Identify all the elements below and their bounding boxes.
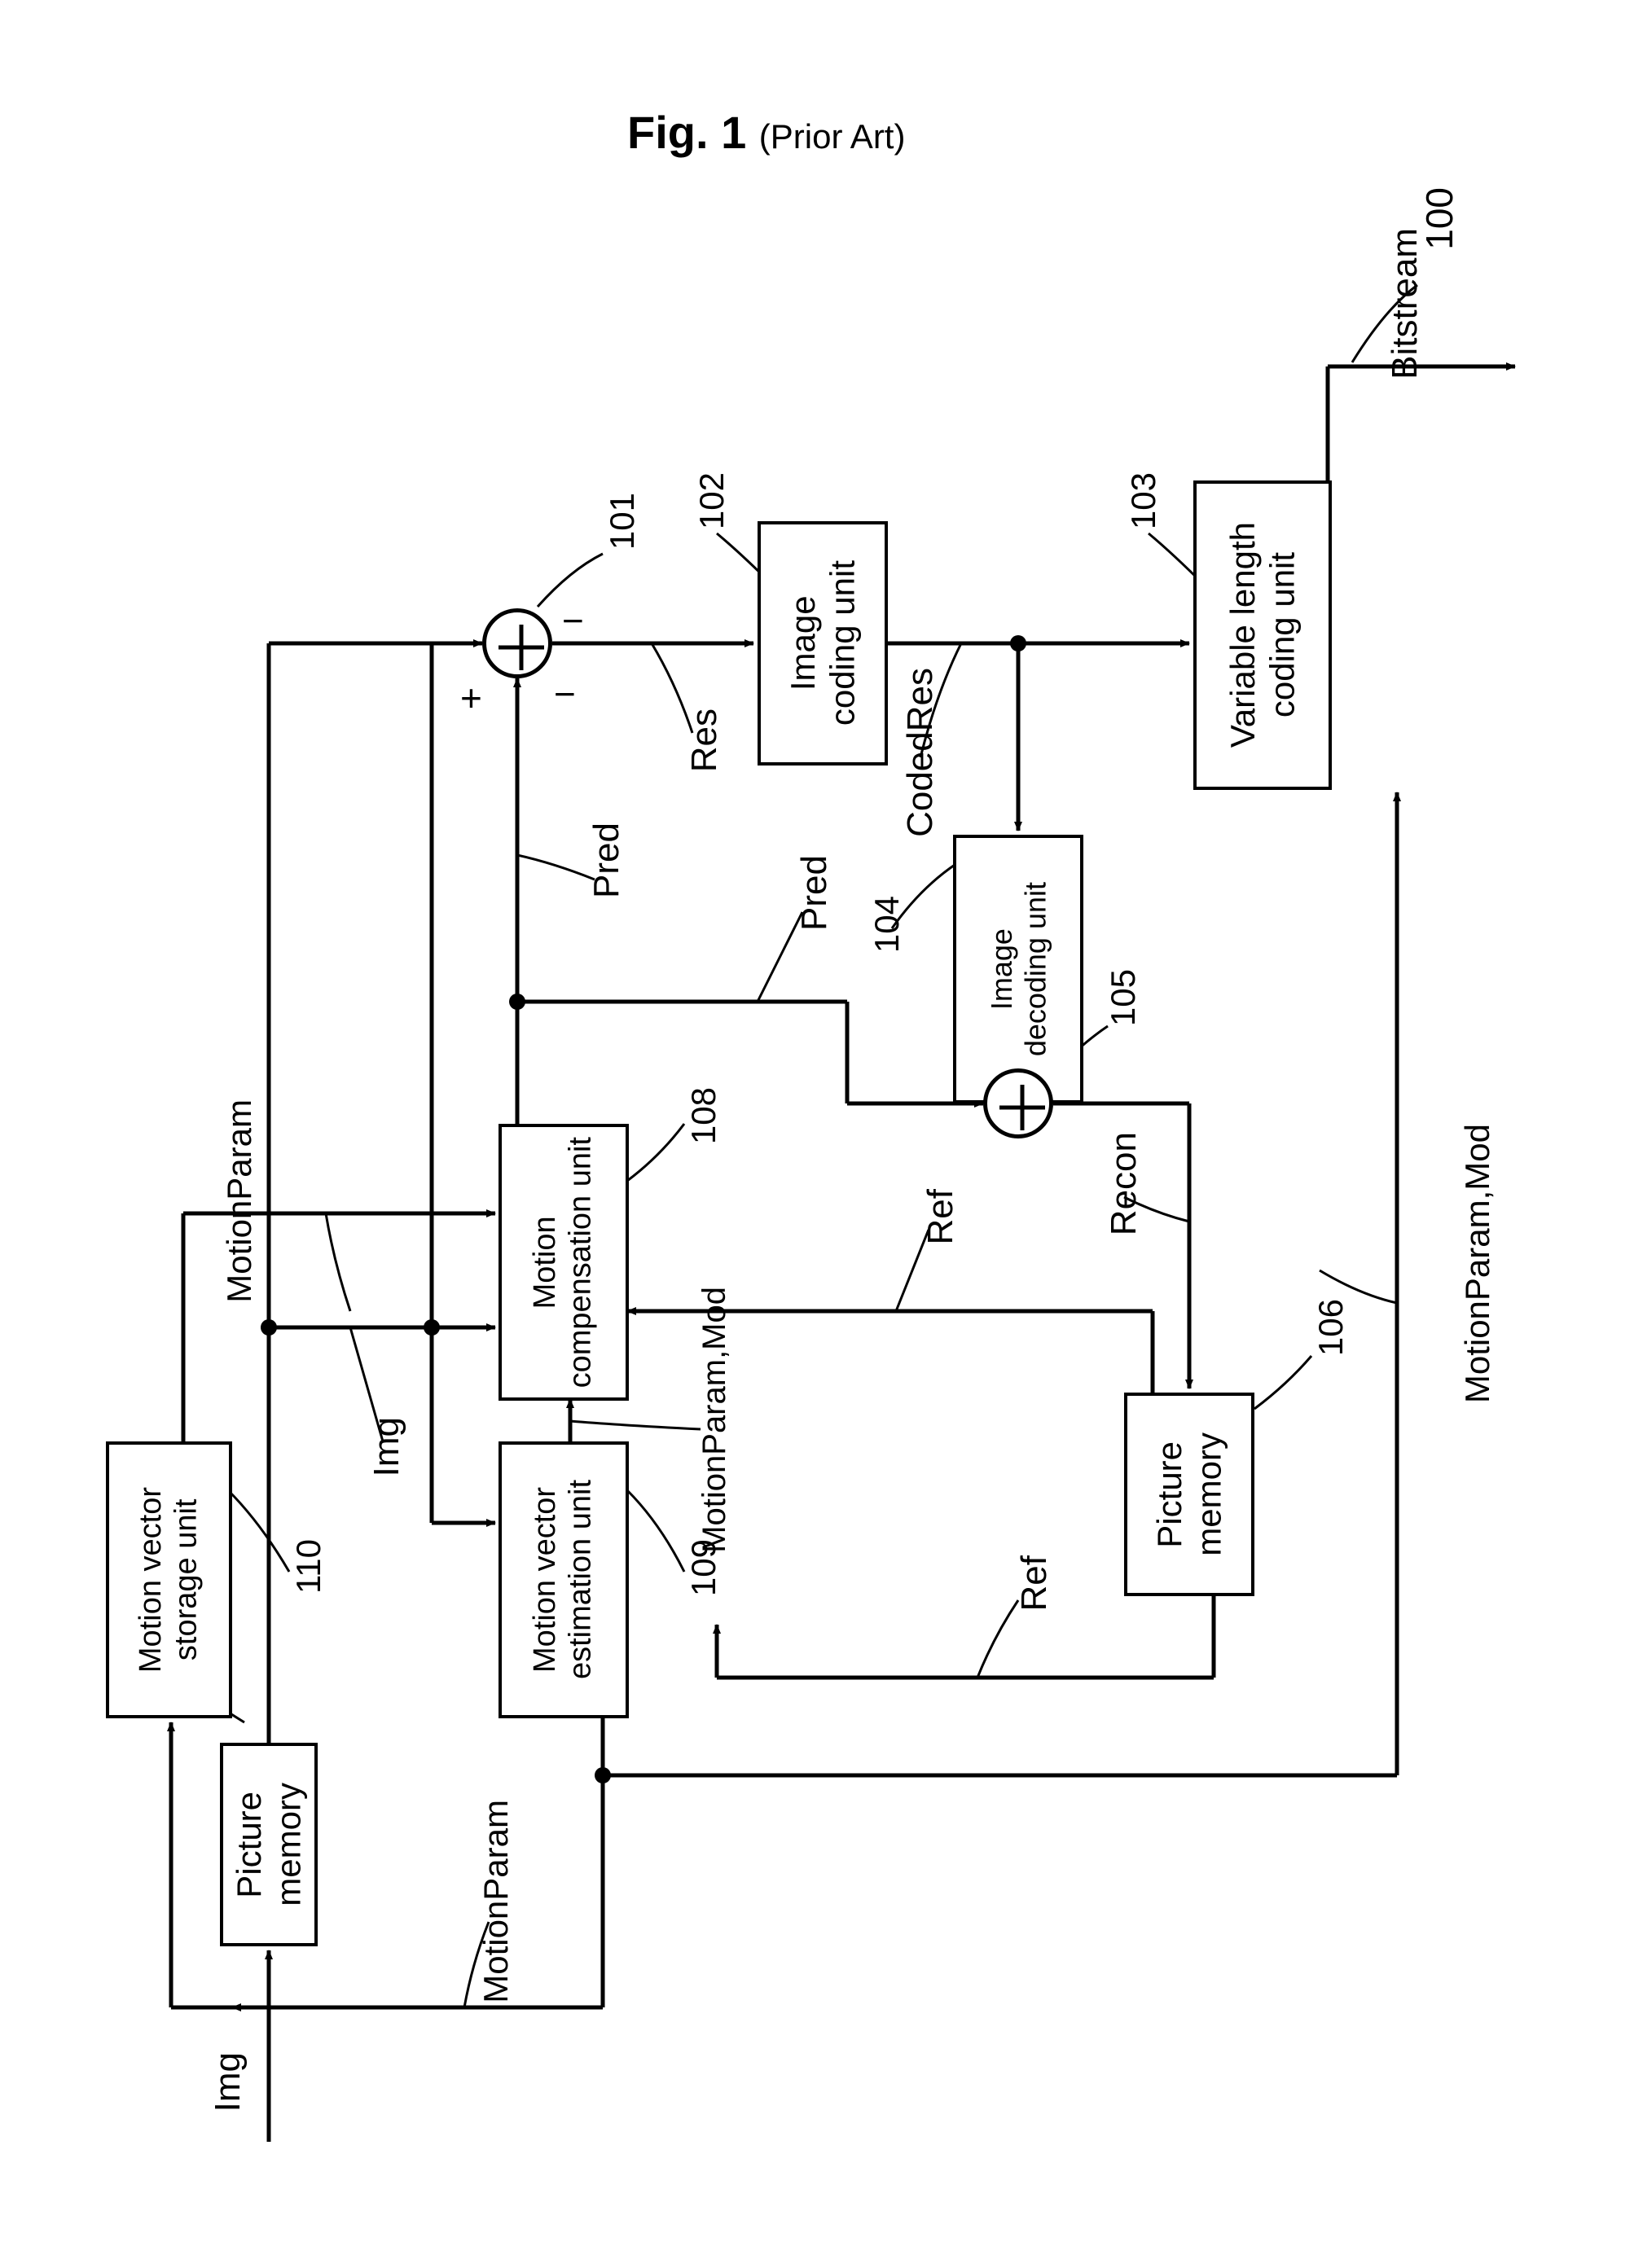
conn-110-in <box>0 0 1634 2268</box>
block-diagram: Fig. 1 (Prior Art) 100 <box>0 0 1634 2268</box>
